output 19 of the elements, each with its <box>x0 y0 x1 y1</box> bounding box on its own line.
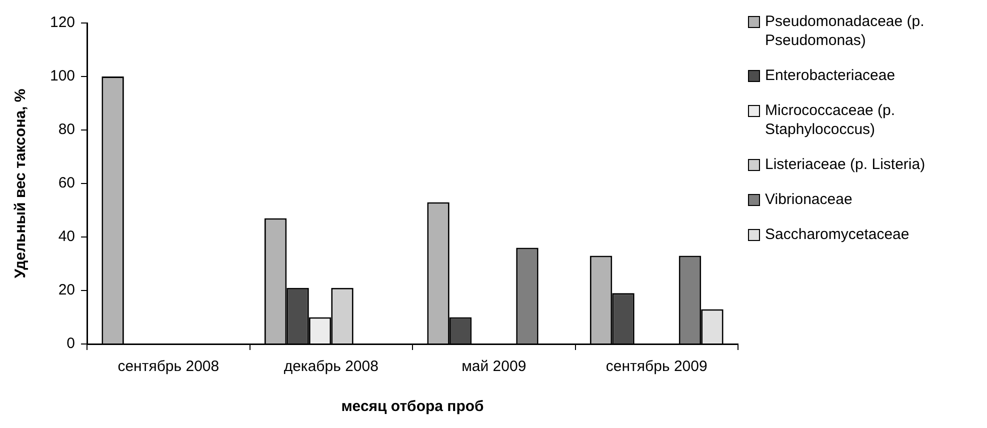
legend-label: Listeriaceae (p. Listeria) <box>765 155 926 174</box>
y-tick-label: 60 <box>58 174 76 192</box>
x-axis-title: месяц отбора проб <box>341 398 484 416</box>
legend-label: Pseudomonadaceae (p. Pseudomonas) <box>765 12 926 50</box>
x-tick-label: декабрь 2008 <box>284 358 378 376</box>
y-tick-label: 40 <box>58 228 76 246</box>
x-tick-label: сентябрь 2009 <box>606 358 708 376</box>
x-tick-label: май 2009 <box>462 358 526 376</box>
y-axis-title: Удельный вес таксона, % <box>12 88 30 278</box>
x-tick-label: сентябрь 2008 <box>118 358 220 376</box>
y-tick-label: 80 <box>58 121 76 138</box>
y-tick-label: 20 <box>58 282 76 299</box>
legend-label: Micrococcaceae (p. Staphylococcus) <box>765 101 896 139</box>
legend-label: Vibrionaceae <box>765 190 852 209</box>
y-tick-label: 0 <box>66 335 76 352</box>
legend-label: Enterobacteriaceae <box>765 66 896 85</box>
y-tick-label: 100 <box>50 68 76 85</box>
y-tick-label: 120 <box>50 14 76 32</box>
legend-label: Saccharomycetaceae <box>765 225 910 244</box>
